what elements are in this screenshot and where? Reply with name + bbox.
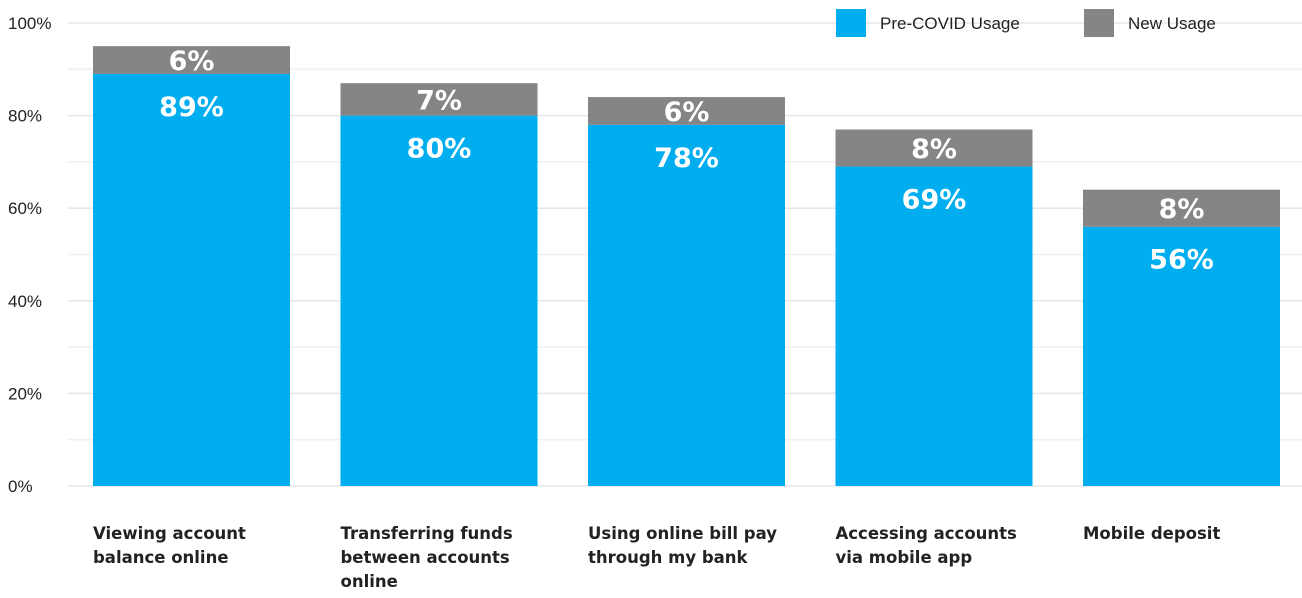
- data-label-pre-covid-usage: 80%: [407, 134, 472, 165]
- legend-swatch-new-usage: [1084, 9, 1114, 37]
- data-label-pre-covid-usage: 56%: [1149, 245, 1214, 276]
- data-label-pre-covid-usage: 89%: [159, 92, 224, 123]
- data-label-new-usage: 6%: [664, 97, 710, 128]
- data-labels: 6% 89% 7% 80% 6% 78% 8% 69% 8% 56%: [159, 46, 1214, 276]
- bar-new-usage: [1083, 189, 1280, 227]
- x-category-label: Transferring funds between accounts onli…: [340, 524, 513, 591]
- legend-label-new-usage: New Usage: [1128, 14, 1216, 33]
- bar-new-usage: [340, 83, 538, 116]
- y-tick-label: 0%: [8, 477, 33, 496]
- legend: Pre-COVID Usage New Usage: [836, 9, 1216, 37]
- y-axis-ticks: 0% 20% 40% 60% 80% 100%: [8, 14, 51, 496]
- bar-pre-covid-usage: [1083, 226, 1280, 486]
- x-category-label: Accessing accounts via mobile app: [835, 524, 1017, 567]
- legend-swatch-pre-covid-usage: [836, 9, 866, 37]
- bars: [93, 46, 1280, 487]
- bar-pre-covid-usage: [835, 166, 1033, 486]
- x-category-label: Using online bill pay through my bank: [588, 524, 777, 567]
- y-tick-label: 20%: [8, 384, 42, 403]
- data-label-new-usage: 7%: [416, 85, 462, 116]
- bar-new-usage: [588, 97, 785, 125]
- bar-pre-covid-usage: [588, 124, 785, 487]
- bar-pre-covid-usage: [340, 115, 538, 486]
- data-label-pre-covid-usage: 69%: [902, 185, 967, 216]
- x-category-label: Viewing account balance online: [93, 524, 246, 567]
- y-tick-label: 60%: [8, 199, 42, 218]
- bar-new-usage: [93, 46, 290, 74]
- data-label-new-usage: 8%: [911, 134, 957, 165]
- legend-label-pre-covid-usage: Pre-COVID Usage: [880, 14, 1020, 33]
- data-label-new-usage: 8%: [1159, 194, 1205, 225]
- y-tick-label: 80%: [8, 107, 42, 126]
- y-tick-label: 100%: [8, 14, 51, 33]
- y-tick-label: 40%: [8, 292, 42, 311]
- bar-new-usage: [835, 129, 1033, 167]
- bar-pre-covid-usage: [93, 73, 290, 487]
- x-category-label: Mobile deposit: [1083, 524, 1221, 543]
- data-label-pre-covid-usage: 78%: [654, 143, 719, 174]
- data-label-new-usage: 6%: [169, 46, 215, 77]
